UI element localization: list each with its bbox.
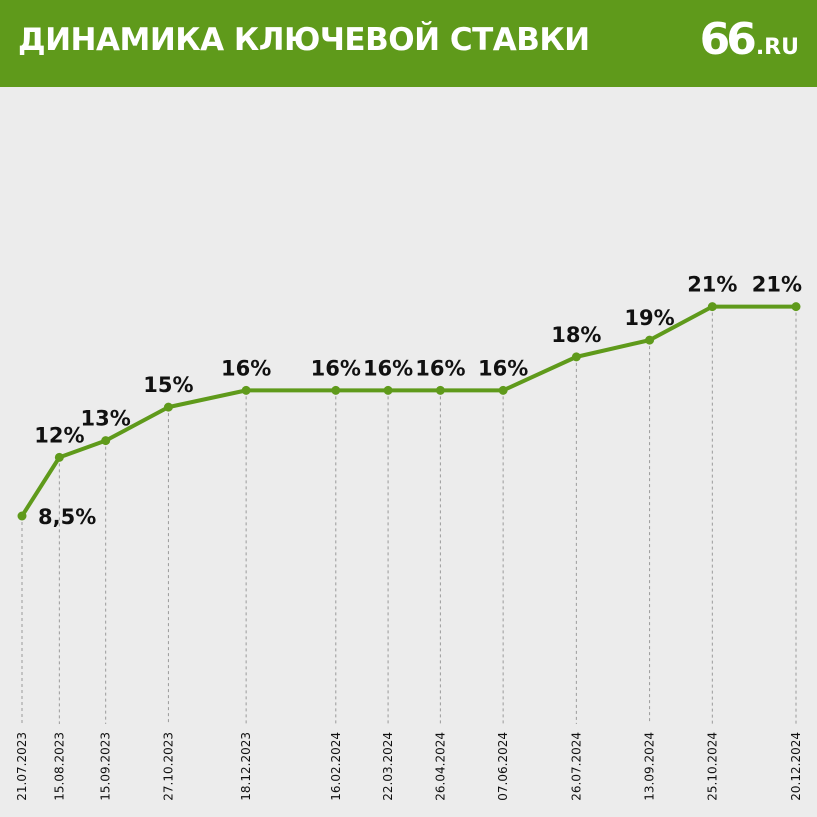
x-tick-label-11: 25.10.2024 <box>705 732 719 801</box>
data-point-8 <box>498 385 508 395</box>
data-point-11 <box>707 302 717 312</box>
data-point-0 <box>17 511 27 521</box>
data-point-10 <box>645 335 655 345</box>
data-point-9 <box>571 352 581 362</box>
value-label-10: 19% <box>624 306 674 330</box>
value-label-6: 16% <box>363 356 413 380</box>
x-tick-label-12: 20.12.2024 <box>789 732 803 801</box>
value-label-11: 21% <box>687 273 737 297</box>
x-tick-label-10: 13.09.2024 <box>643 732 657 801</box>
value-label-9: 18% <box>551 323 601 347</box>
x-tick-label-5: 16.02.2024 <box>329 732 343 801</box>
x-tick-label-1: 15.08.2023 <box>52 732 66 801</box>
header-bar: ДИНАМИКА КЛЮЧЕВОЙ СТАВКИ 66 .RU <box>0 0 817 87</box>
logo-66ru[interactable]: 66 .RU <box>700 14 799 65</box>
x-tick-label-9: 26.07.2024 <box>569 732 583 801</box>
value-label-1: 12% <box>34 423 84 447</box>
data-point-1 <box>54 452 64 462</box>
grid-lines <box>21 306 797 724</box>
chart-title: ДИНАМИКА КЛЮЧЕВОЙ СТАВКИ <box>18 22 590 58</box>
x-tick-labels: 21.07.2023 15.08.2023 15.09.2023 27.10.2023… <box>15 732 803 801</box>
x-tick-label-7: 26.04.2024 <box>433 732 447 801</box>
data-point-3 <box>163 402 173 412</box>
key-rate-line-chart: 8,5%12%13%15%16% 16% 16% 16% 16%18%19%21% 21%… <box>15 273 803 801</box>
logo-domain: .RU <box>755 35 799 60</box>
value-label-4: 16% <box>221 356 271 380</box>
value-label-12: 21% <box>752 273 802 297</box>
data-point-7 <box>435 385 445 395</box>
value-label-2: 13% <box>81 407 131 431</box>
x-tick-label-2: 15.09.2023 <box>99 732 113 801</box>
data-points <box>17 302 801 521</box>
value-label-8: 16% <box>478 356 528 380</box>
value-label-7: 16% <box>415 356 465 380</box>
x-tick-label-3: 27.10.2023 <box>161 732 175 801</box>
x-tick-label-4: 18.12.2023 <box>239 732 253 801</box>
data-point-12 <box>791 302 801 312</box>
x-tick-label-6: 22.03.2024 <box>381 732 395 801</box>
x-tick-label-8: 07.06.2024 <box>496 732 510 801</box>
value-label-5: 16% <box>311 356 361 380</box>
data-point-5 <box>331 385 341 395</box>
data-point-2 <box>101 436 111 446</box>
value-labels: 8,5%12%13%15%16% 16% 16% 16% 16%18%19%21% 21% <box>34 273 802 529</box>
value-label-3: 15% <box>143 373 193 397</box>
logo-number: 66 <box>699 14 757 65</box>
data-point-6 <box>383 385 393 395</box>
x-tick-label-0: 21.07.2023 <box>15 732 29 801</box>
value-label-0: 8,5% <box>38 505 96 529</box>
series-line <box>20 304 798 518</box>
series-line-path <box>20 304 798 518</box>
data-point-4 <box>241 385 251 395</box>
